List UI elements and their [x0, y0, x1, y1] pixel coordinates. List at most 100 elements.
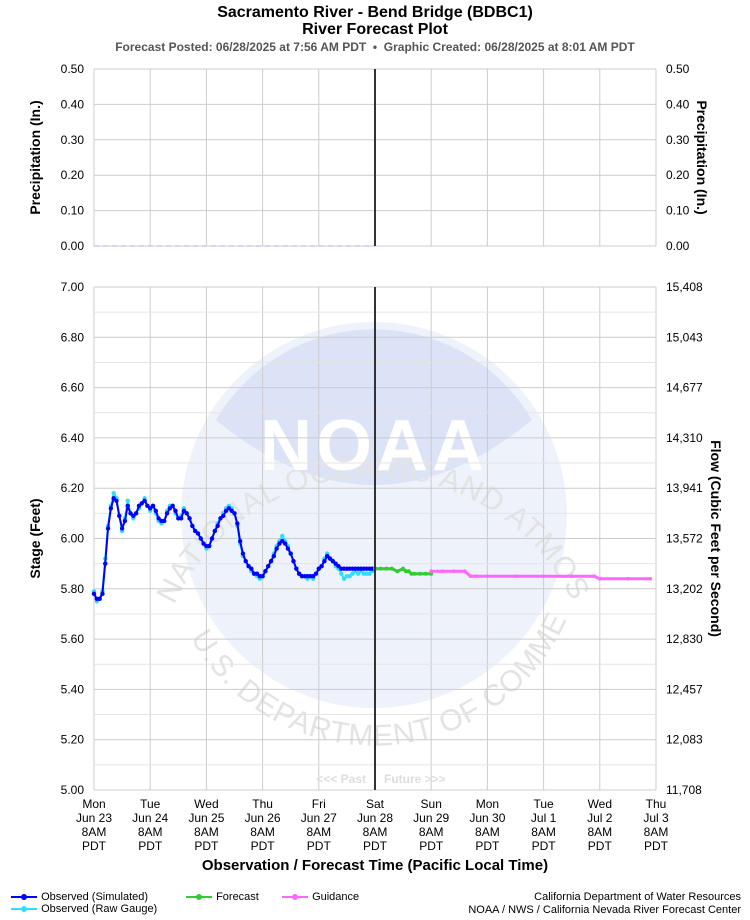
precip-ytick-left: 0.30	[61, 133, 85, 147]
observed-simulated-point	[195, 531, 201, 536]
observed-simulated-point	[268, 558, 274, 564]
xtick-label: Jun 26	[245, 811, 281, 825]
observed-simulated-point	[296, 571, 302, 576]
observed-simulated-point	[322, 558, 327, 564]
guidance-point	[648, 576, 653, 581]
observed-simulated-point	[282, 541, 288, 546]
legend-guidance: Guidance	[281, 891, 359, 903]
observed-raw-point	[367, 571, 372, 576]
observed-simulated-point	[212, 528, 218, 534]
xtick-label: 8AM	[194, 825, 219, 839]
observed-simulated-point	[271, 553, 277, 559]
observed-simulated-point	[162, 518, 167, 524]
flow-ytick-right: 12,457	[666, 682, 703, 696]
guidance-point	[463, 569, 467, 573]
observed-simulated-point	[131, 513, 136, 519]
xtick-label: Tue	[533, 797, 554, 811]
precip-ytick-left: 0.10	[61, 204, 85, 218]
guidance-point	[468, 574, 473, 579]
forecast-point	[412, 571, 417, 576]
forecast-point	[409, 571, 414, 576]
observed-simulated-point	[223, 508, 229, 514]
forecast-point	[384, 566, 389, 571]
chart-subtitle: River Forecast Plot	[302, 21, 448, 38]
observed-simulated-point	[263, 568, 268, 574]
observed-simulated-point	[91, 591, 97, 597]
observed-simulated-series	[91, 496, 378, 602]
xtick-label: PDT	[82, 839, 107, 853]
past-label: <<< Past	[316, 772, 366, 786]
observed-simulated-point	[313, 571, 319, 576]
observed-simulated-point	[198, 536, 203, 541]
observed-simulated-point	[229, 508, 234, 514]
xtick-label: PDT	[475, 839, 500, 853]
legend-observed-simulated-icon	[11, 894, 37, 901]
observed-simulated-point	[150, 503, 156, 509]
x-axis-title: Observation / Forecast Time (Pacific Loc…	[202, 857, 548, 874]
stage-ytick-left: 6.00	[61, 532, 85, 546]
xtick-label: Tue	[140, 797, 161, 811]
flow-ytick-right: 13,941	[666, 481, 703, 495]
observed-simulated-point	[280, 538, 285, 544]
flow-ytick-right: 15,043	[666, 330, 703, 344]
legend-observed-raw-label: Observed (Raw Gauge)	[41, 903, 158, 915]
xtick-label: 8AM	[531, 825, 556, 839]
xtick-label: PDT	[251, 839, 276, 853]
observed-simulated-point	[232, 511, 237, 516]
xtick-label: 8AM	[644, 825, 669, 839]
observed-simulated-point	[226, 506, 232, 511]
stage-ytick-left: 5.80	[61, 582, 85, 596]
observed-simulated-point	[319, 563, 324, 569]
observed-simulated-point	[243, 558, 248, 564]
observed-simulated-point	[285, 546, 291, 551]
chart-title: Sacramento River - Bend Bridge (BDBC1)	[217, 4, 533, 21]
stage-ytick-left: 6.40	[61, 431, 85, 445]
xtick-label: Mon	[476, 797, 499, 811]
stage-ytick-left: 7.00	[61, 280, 85, 294]
observed-simulated-point	[235, 521, 240, 526]
observed-simulated-point	[173, 508, 178, 514]
observed-simulated-point	[249, 566, 254, 571]
observed-raw-point	[125, 498, 130, 503]
observed-raw-point	[350, 571, 355, 576]
xtick-label: Wed	[194, 797, 218, 811]
observed-simulated-point	[207, 543, 212, 549]
guidance-point	[474, 574, 478, 579]
legend-observed-raw: Observed (Raw Gauge)	[10, 903, 157, 915]
observed-raw-point	[339, 571, 344, 576]
xtick-label: Sat	[366, 797, 385, 811]
precip-ytick-left: 0.00	[61, 239, 85, 253]
forecast-posted-label: Forecast Posted: 06/28/2025 at 7:56 AM P…	[115, 40, 367, 54]
observed-simulated-point	[114, 498, 119, 503]
observed-simulated-point	[128, 511, 133, 516]
observed-simulated-point	[153, 508, 159, 514]
precip-ytick-left: 0.40	[61, 97, 85, 111]
xtick-label: 8AM	[475, 825, 500, 839]
observed-simulated-point	[136, 503, 142, 509]
observed-simulated-point	[117, 513, 122, 519]
precip-ytick-right: 0.50	[666, 62, 690, 76]
observed-simulated-point	[156, 516, 161, 521]
observed-simulated-point	[100, 591, 105, 597]
guidance-point	[569, 574, 574, 579]
flow-ytick-right: 12,083	[666, 733, 703, 747]
flow-ytick-right: 11,708	[666, 783, 702, 797]
observed-simulated-point	[190, 523, 195, 529]
observed-simulated-point	[125, 503, 130, 509]
legend-observed-raw-icon	[11, 906, 37, 913]
observed-simulated-point	[164, 511, 170, 516]
chart-timestamps: Forecast Posted: 06/28/2025 at 7:56 AM P…	[0, 40, 750, 54]
forecast-point	[417, 571, 422, 576]
observed-simulated-point	[316, 566, 321, 571]
precip-ylabel-left: Precipitation (In.)	[27, 100, 43, 214]
observed-simulated-point	[209, 536, 215, 541]
legend-observed-simulated: Observed (Simulated)	[10, 891, 148, 903]
precip-ytick-right: 0.30	[666, 133, 690, 147]
guidance-point	[485, 574, 490, 579]
forecast-point	[395, 569, 400, 574]
precip-ylabel-right: Precipitation (In.)	[694, 100, 710, 214]
precip-ytick-left: 0.20	[61, 168, 85, 182]
xtick-label: Jun 30	[469, 811, 505, 825]
xtick-label: 8AM	[250, 825, 275, 839]
xtick-label: PDT	[138, 839, 163, 853]
